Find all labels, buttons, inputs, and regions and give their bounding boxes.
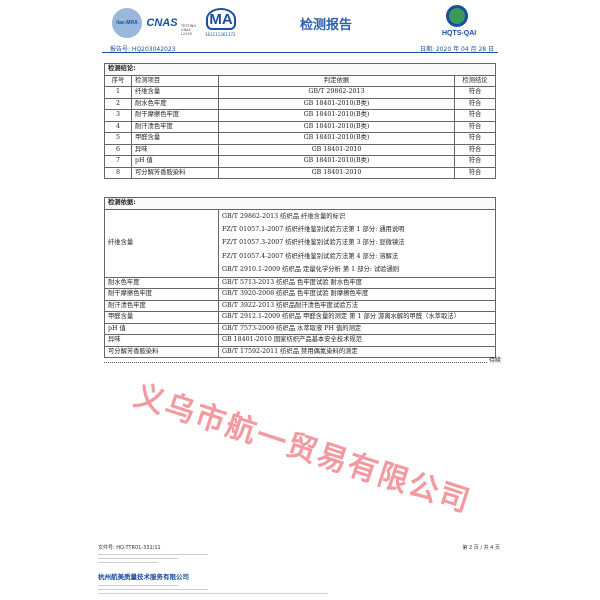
report-date: 日期: 2020 年 04 月 28 日 [419, 46, 494, 53]
table-row: 8 可分解芳香胺染料 GB 18401-2010 符合 [104, 166, 496, 179]
row-seq: 5 [104, 132, 132, 145]
standard-line: GB/T 2910.1-2009 纺织品 定量化学分析 第 1 部分: 试验通则 [222, 266, 400, 274]
row-item: 甲醛含量 [131, 132, 219, 145]
basis-table: 检测依据: 纤维含量 GB/T 29862-2013 纺织品 纤维含量的标识 FZ… [104, 197, 496, 359]
row-item: pH 值 [131, 155, 219, 168]
row-result: 符合 [454, 109, 496, 122]
row-basis: GB 18401-2010 [218, 143, 455, 156]
table-row: pH 值 GB/T 7573-2009 纺织品 水萃取液 PH 值的测定 [104, 322, 496, 336]
table-row: 5 甲醛含量 GB 18401-2010(B类) 符合 [104, 132, 496, 145]
row-item: 耐干摩擦色牢度 [131, 109, 219, 122]
row-basis: GB 18401-2010(B类) [218, 97, 455, 110]
cma-logo: MA [206, 8, 236, 30]
table-row: 2 耐水色牢度 GB 18401-2010(B类) 符合 [104, 97, 496, 110]
row-result: 符合 [454, 86, 496, 99]
row-result: 符合 [454, 97, 496, 110]
row-seq: 6 [104, 143, 132, 156]
report-title: 检测报告 [300, 18, 353, 33]
conclusion-header-row: 序号 检测项目 判定依据 检测结论 [104, 74, 496, 87]
row-seq: 1 [104, 86, 132, 99]
row-result: 符合 [454, 143, 496, 156]
row-seq: 4 [104, 120, 132, 133]
row-seq: 2 [104, 97, 132, 110]
cnas-logo: CNAS [146, 17, 178, 29]
continued-label: 待续 [489, 357, 502, 364]
standard-line: FZ/T 01057.3-2007 纺织纤维鉴别试验方法第 3 部分: 显微镜法 [222, 239, 405, 247]
company-name: 杭州航美质量技术服务有限公司 [98, 573, 189, 581]
row-item: 耐水色牢度 [131, 97, 219, 110]
basis-standard: GB/T 3920-2008 纺织品 色牢度试验 耐摩擦色牢度 [218, 288, 496, 301]
row-result: 符合 [454, 120, 496, 133]
company-stamp-watermark: 义乌市航一贸易有限公司 [129, 378, 476, 521]
basis-item: 耐干摩擦色牢度 [104, 288, 219, 301]
row-basis: GB 18401-2010(B类) [218, 132, 455, 145]
row-basis: GB 18401-2010 [218, 166, 455, 179]
row-item: 可分解芳香胺染料 [131, 166, 219, 179]
col-result: 检测结论 [454, 74, 496, 87]
table-row: 纤维含量 GB/T 29862-2013 纺织品 纤维含量的标识 FZ/T 010… [104, 208, 496, 278]
table-row: 耐水色牢度 GB/T 5713-2013 纺织品 色牢度试验 耐水色牢度 [104, 276, 496, 290]
row-basis: GB 18401-2010(B类) [218, 120, 455, 133]
table-row: 7 pH 值 GB 18401-2010(B类) 符合 [104, 155, 496, 168]
standard-line: FZ/T 01057.1-2007 纺织纤维鉴别试验方法第 1 部分: 通用说明 [222, 225, 405, 233]
basis-item: 纤维含量 [104, 208, 219, 278]
basis-standard: GB/T 3922-2013 纺织品耐汗渍色牢度试验方法 [218, 299, 496, 313]
row-result: 符合 [454, 155, 496, 168]
basis-standard: GB/T 7573-2009 纺织品 水萃取液 PH 值的测定 [218, 322, 496, 336]
footer-notes [98, 552, 218, 566]
page-number: 第 2 页 / 共 4 页 [462, 545, 500, 551]
standard-line: GB/T 29862-2013 纺织品 纤维含量的标识 [222, 212, 346, 220]
table-row: 耐汗渍色牢度 GB/T 3922-2013 纺织品耐汗渍色牢度试验方法 [104, 299, 496, 313]
header-divider [102, 52, 498, 53]
standard-line: FZ/T 01057.4-2007 纺织纤维鉴别试验方法第 4 部分: 溶解法 [222, 252, 399, 260]
row-seq: 3 [104, 109, 132, 122]
row-result: 符合 [454, 132, 496, 145]
row-result: 符合 [454, 166, 496, 179]
basis-standard: GB/T 17592-2011 纺织品 禁用偶氮染料的测定 [218, 345, 496, 359]
basis-item: 甲醛含量 [104, 311, 219, 324]
basis-standards: GB/T 29862-2013 纺织品 纤维含量的标识 FZ/T 01057.1-… [218, 208, 496, 278]
col-item: 检测项目 [131, 74, 219, 87]
row-basis: GB/T 29862-2013 [218, 86, 455, 99]
table-row: 3 耐干摩擦色牢度 GB 18401-2010(B类) 符合 [104, 109, 496, 122]
table-row: 4 耐汗渍色牢度 GB 18401-2010(B类) 符合 [104, 120, 496, 133]
table-row: 耐干摩擦色牢度 GB/T 3920-2008 纺织品 色牢度试验 耐摩擦色牢度 [104, 288, 496, 301]
table-row: 可分解芳香胺染料 GB/T 17592-2011 纺织品 禁用偶氮染料的测定 [104, 345, 496, 359]
basis-title: 检测依据: [104, 197, 496, 210]
basis-standard: GB/T 2912.1-2009 纺织品 甲醛含量的测定 第 1 部分 游离水解… [218, 311, 496, 324]
row-basis: GB 18401-2010(B类) [218, 109, 455, 122]
conclusion-title: 检测结论: [104, 63, 496, 76]
col-seq: 序号 [104, 74, 132, 87]
continuation-dotted-line [104, 362, 487, 363]
cnas-text: TESTING CNAS L2129 [181, 24, 197, 36]
row-item: 耐汗渍色牢度 [131, 120, 219, 133]
hqts-magnifier-icon [446, 5, 468, 27]
hqts-brand: HQTS-QAI [442, 30, 477, 37]
table-row: 6 异味 GB 18401-2010 符合 [104, 143, 496, 156]
row-item: 纤维含量 [131, 86, 219, 99]
row-item: 异味 [131, 143, 219, 156]
row-basis: GB 18401-2010(B类) [218, 155, 455, 168]
cma-number: 161111361372 [205, 32, 236, 37]
company-contact [98, 583, 338, 597]
row-seq: 7 [104, 155, 132, 168]
doc-number: 文件号: HQ-TTR01-331/11 [98, 545, 161, 551]
basis-item: 异味 [104, 334, 219, 347]
col-basis: 判定依据 [218, 74, 455, 87]
row-seq: 8 [104, 166, 132, 179]
basis-item: 可分解芳香胺染料 [104, 345, 219, 359]
basis-item: 耐水色牢度 [104, 276, 219, 290]
table-row: 1 纤维含量 GB/T 29862-2013 符合 [104, 86, 496, 99]
basis-item: pH 值 [104, 322, 219, 336]
conclusion-table: 检测结论: 序号 检测项目 判定依据 检测结论 1 纤维含量 GB/T 29862-… [104, 63, 496, 179]
table-row: 异味 GB 18401-2010 国家纺织产品基本安全技术规范 [104, 334, 496, 347]
table-row: 甲醛含量 GB/T 2912.1-2009 纺织品 甲醛含量的测定 第 1 部分 … [104, 311, 496, 324]
basis-standard: GB/T 5713-2013 纺织品 色牢度试验 耐水色牢度 [218, 276, 496, 290]
basis-standard: GB 18401-2010 国家纺织产品基本安全技术规范 [218, 334, 496, 347]
report-number: 报告号: HQ203042023 [110, 46, 176, 53]
basis-item: 耐汗渍色牢度 [104, 299, 219, 313]
ilac-mra-logo: ilac-MRA [112, 8, 142, 38]
